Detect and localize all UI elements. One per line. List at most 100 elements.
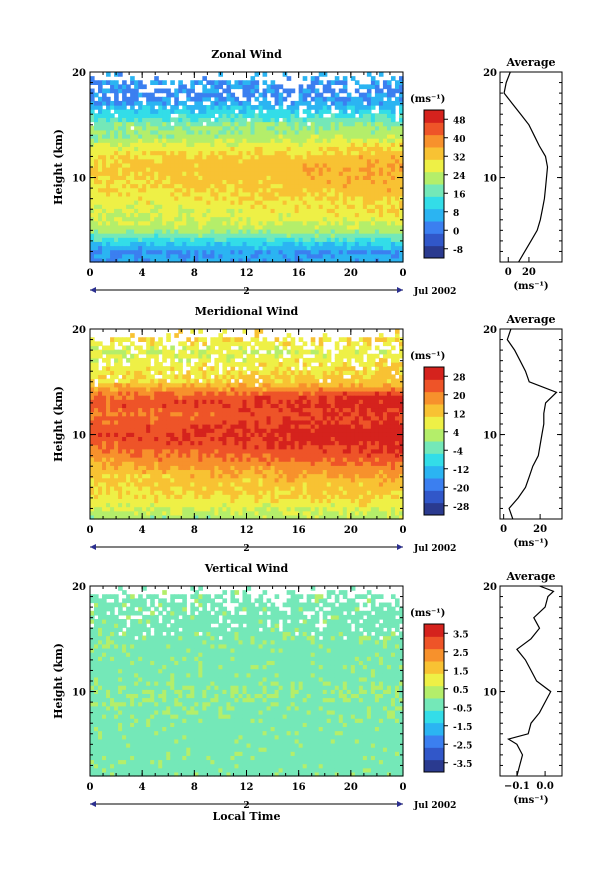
heatmap-cell bbox=[302, 216, 308, 222]
heatmap-cell bbox=[150, 345, 155, 351]
heatmap-cell bbox=[94, 162, 99, 168]
heatmap-cell bbox=[338, 257, 344, 263]
heatmap-cell bbox=[394, 100, 400, 106]
heatmap-cell bbox=[206, 349, 211, 355]
heatmap-cell bbox=[110, 506, 115, 512]
heatmap-cell bbox=[146, 498, 151, 504]
heatmap-cell bbox=[114, 494, 119, 499]
heatmap-cell bbox=[230, 403, 236, 409]
heatmap-cell bbox=[190, 105, 195, 110]
profile-line bbox=[503, 71, 549, 263]
heatmap-cell bbox=[338, 121, 344, 127]
heatmap-cell bbox=[142, 424, 147, 429]
heatmap-cell bbox=[346, 158, 352, 164]
heatmap-cell bbox=[294, 113, 300, 119]
heatmap-cell bbox=[202, 105, 207, 110]
heatmap-cell bbox=[226, 129, 232, 135]
heatmap-cell bbox=[114, 200, 119, 205]
heatmap-cell bbox=[122, 129, 127, 135]
heatmap-cell bbox=[246, 113, 252, 119]
heatmap-cell bbox=[314, 96, 320, 102]
heatmap-cell bbox=[314, 179, 320, 185]
heatmap-cell bbox=[278, 212, 284, 218]
heatmap-cell bbox=[338, 228, 344, 234]
heatmap-cell bbox=[250, 228, 256, 234]
heatmap-cell bbox=[202, 154, 207, 160]
heatmap-cell bbox=[358, 204, 364, 209]
heatmap-cell bbox=[266, 142, 272, 147]
heatmap-cell bbox=[146, 191, 151, 197]
heatmap-cell bbox=[98, 191, 103, 197]
heatmap-cell bbox=[230, 179, 236, 185]
heatmap-cell bbox=[218, 253, 224, 259]
heatmap-cell bbox=[218, 448, 224, 454]
heatmap-cell bbox=[202, 448, 207, 454]
heatmap-cell bbox=[106, 428, 111, 433]
heatmap-cell bbox=[126, 142, 131, 147]
heatmap-cell bbox=[158, 187, 163, 193]
heatmap-cell bbox=[234, 494, 240, 499]
heatmap-cell bbox=[114, 374, 119, 380]
heatmap-cell bbox=[138, 399, 143, 404]
heatmap-cell bbox=[158, 228, 163, 234]
heatmap-cell bbox=[146, 353, 151, 359]
heatmap-cell bbox=[214, 337, 220, 342]
heatmap-cell bbox=[394, 133, 400, 139]
heatmap-cell bbox=[270, 183, 276, 189]
heatmap-cell bbox=[98, 452, 103, 458]
heatmap-cell bbox=[146, 428, 151, 433]
heatmap-cell bbox=[178, 469, 183, 475]
heatmap-cell bbox=[138, 440, 143, 446]
heatmap-cell bbox=[134, 142, 139, 147]
heatmap-cell bbox=[214, 142, 220, 147]
heatmap-cell bbox=[254, 162, 260, 168]
heatmap-cell bbox=[274, 249, 280, 255]
heatmap-cell bbox=[282, 212, 288, 218]
heatmap-cell bbox=[94, 204, 99, 209]
heatmap-cell bbox=[386, 138, 392, 143]
heatmap-cell bbox=[158, 411, 163, 417]
heatmap-cell bbox=[234, 452, 240, 458]
heatmap-cell bbox=[94, 424, 99, 429]
heatmap-cell bbox=[98, 228, 103, 234]
heatmap-cell bbox=[106, 444, 111, 450]
heatmap-cell bbox=[294, 220, 300, 226]
heatmap-cell bbox=[94, 146, 99, 152]
heatmap-cell bbox=[358, 92, 364, 98]
heatmap-cell bbox=[198, 469, 203, 475]
heatmap-cell bbox=[206, 96, 211, 102]
heatmap-cell bbox=[238, 245, 244, 251]
heatmap-cell bbox=[122, 204, 127, 209]
heatmap-cell bbox=[338, 146, 344, 152]
heatmap-cell bbox=[150, 117, 155, 123]
heatmap-cell bbox=[282, 158, 288, 164]
heatmap-cell bbox=[162, 125, 167, 131]
heatmap-cell bbox=[286, 158, 292, 164]
heatmap-cell bbox=[214, 382, 220, 388]
heatmap-cell bbox=[198, 241, 203, 247]
heatmap-cell bbox=[370, 105, 376, 110]
heatmap-cell bbox=[278, 208, 284, 214]
heatmap-cell bbox=[362, 216, 368, 222]
heatmap-cell bbox=[326, 154, 332, 160]
heatmap-cell bbox=[126, 424, 131, 429]
heatmap-cell bbox=[210, 382, 215, 388]
heatmap-cell bbox=[102, 465, 107, 471]
heatmap-cell bbox=[250, 249, 256, 255]
heatmap-cell bbox=[162, 485, 167, 491]
heatmap-cell bbox=[234, 457, 240, 462]
heatmap-cell bbox=[238, 200, 244, 205]
heatmap-cell bbox=[326, 253, 332, 259]
heatmap-cell bbox=[102, 510, 107, 516]
heatmap-cell bbox=[338, 80, 344, 85]
heatmap-cell bbox=[358, 121, 364, 127]
heatmap-cell bbox=[254, 117, 260, 123]
heatmap-cell bbox=[286, 150, 292, 156]
heatmap-cell bbox=[122, 96, 127, 102]
heatmap-cell bbox=[102, 142, 107, 147]
heatmap-cell bbox=[114, 357, 119, 363]
heatmap-cell bbox=[106, 502, 111, 508]
heatmap-cell bbox=[282, 138, 288, 143]
heatmap-cell bbox=[302, 237, 308, 242]
heatmap-cell bbox=[266, 171, 272, 176]
